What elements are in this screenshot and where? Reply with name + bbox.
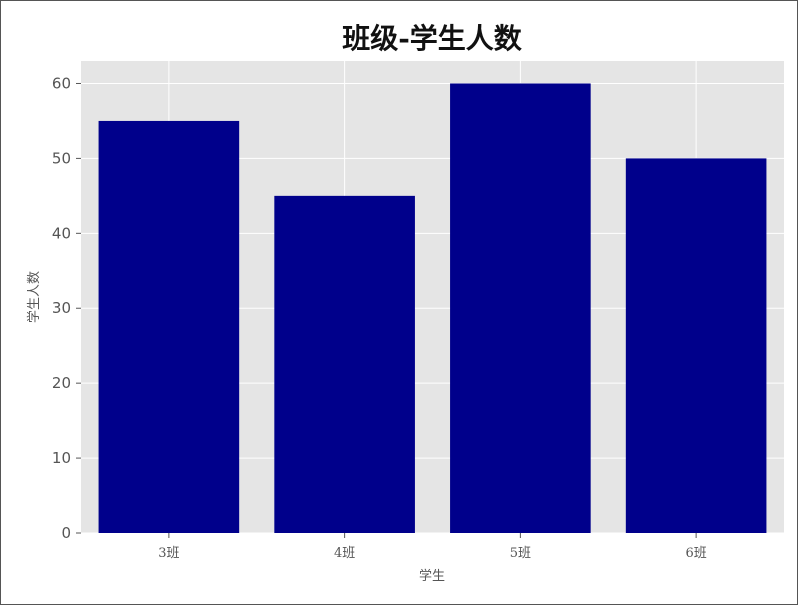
bar-5班	[450, 83, 591, 533]
y-tick-label: 10	[52, 449, 71, 467]
y-tick-label: 40	[52, 224, 71, 242]
bar-4班	[274, 195, 415, 533]
x-tick-label: 4班	[334, 546, 355, 561]
y-tick-label: 50	[52, 149, 71, 167]
bar-3班	[98, 120, 240, 533]
y-tick-label: 60	[52, 74, 71, 92]
chart-title: 班级-学生人数	[342, 22, 523, 55]
y-tick-label: 0	[61, 524, 71, 542]
x-tick-label: 3班	[158, 546, 179, 561]
y-tick-label: 20	[52, 374, 71, 392]
x-axis-ticks: 3班 4班 5班 6班	[158, 533, 707, 561]
y-axis-label: 学生人数	[26, 271, 42, 323]
bar-6班	[625, 158, 767, 533]
x-tick-label: 5班	[510, 546, 531, 561]
y-tick-label: 30	[52, 299, 71, 317]
bars-group	[98, 83, 767, 533]
y-axis-ticks: 0 10 20 30 40 50 60	[52, 74, 81, 542]
x-tick-label: 6班	[685, 546, 706, 561]
x-axis-label: 学生	[419, 568, 445, 584]
